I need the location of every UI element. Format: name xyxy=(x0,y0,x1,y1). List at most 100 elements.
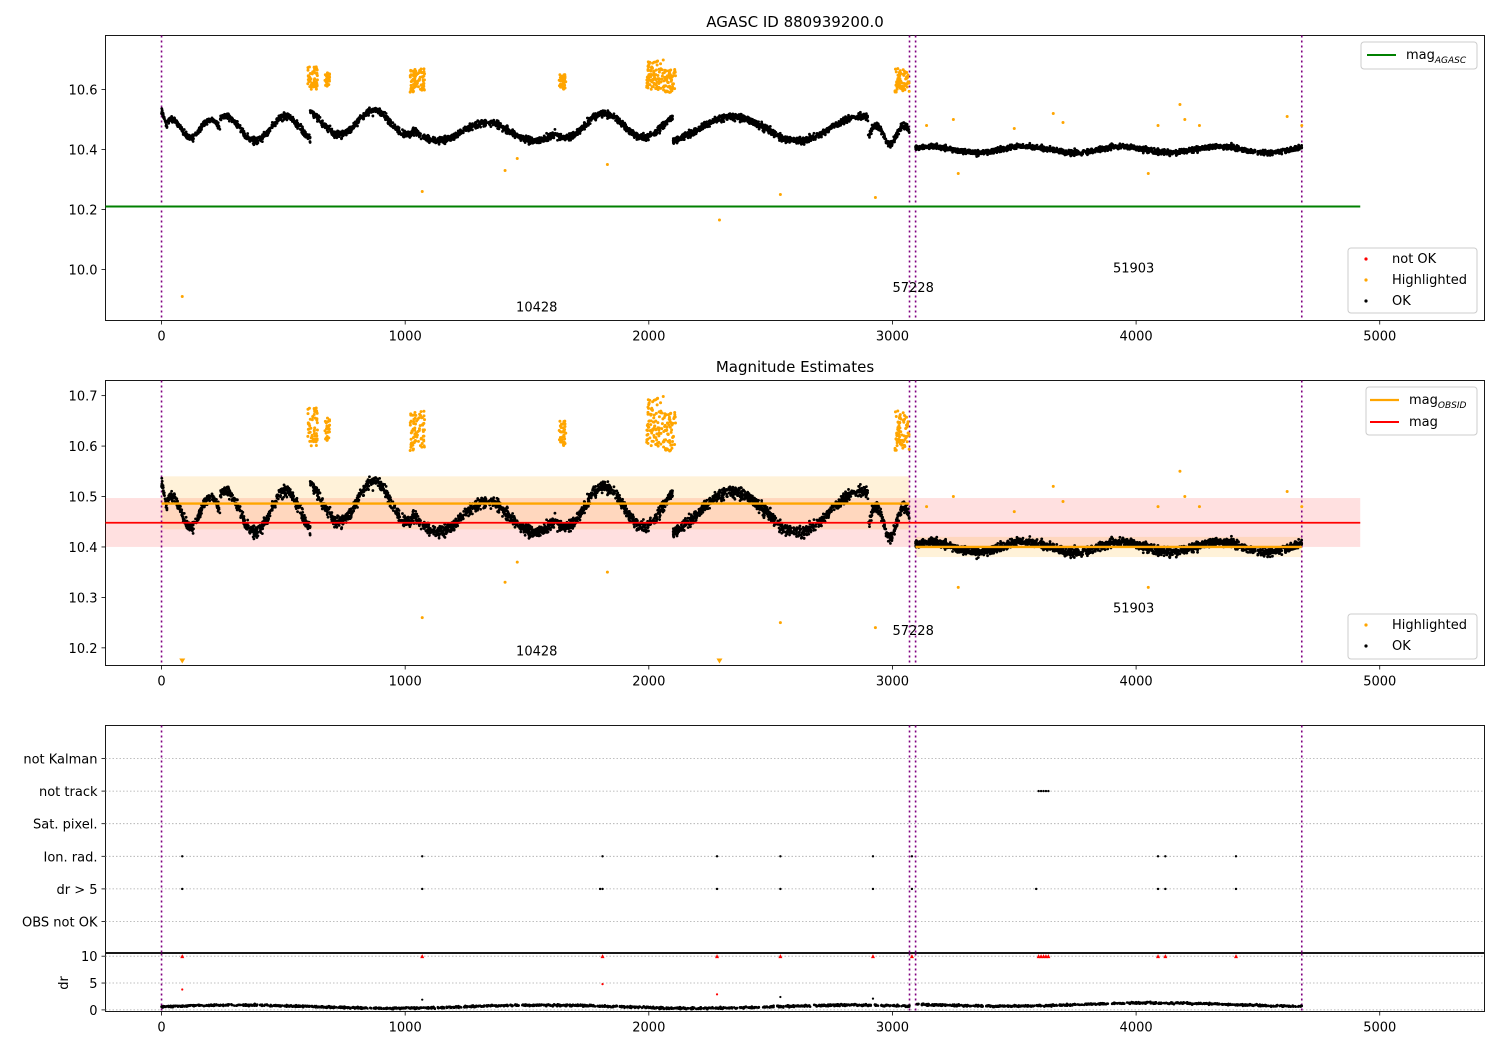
ok-point xyxy=(898,129,902,132)
ok-point xyxy=(741,119,745,123)
ok-point xyxy=(190,138,194,142)
ok-point xyxy=(739,116,743,120)
ok-point xyxy=(239,130,243,134)
ok-point xyxy=(496,127,500,131)
ok-point xyxy=(415,132,419,136)
ok-point xyxy=(542,136,546,140)
ok-point xyxy=(326,130,330,134)
ok-point xyxy=(288,114,291,118)
ok-point xyxy=(335,130,339,134)
ok-point xyxy=(746,120,750,124)
ok-point xyxy=(290,116,294,120)
ok-point xyxy=(608,111,612,115)
ok-point xyxy=(665,122,669,126)
ok-point xyxy=(184,130,188,134)
ok-point xyxy=(501,126,505,129)
ok-point xyxy=(863,116,867,119)
ok-point xyxy=(180,129,184,132)
ok-point xyxy=(381,111,384,115)
ok-point xyxy=(525,135,529,139)
ok-point xyxy=(456,135,459,139)
ok-point xyxy=(831,124,834,128)
ok-point xyxy=(603,109,606,113)
ok-point xyxy=(491,123,495,127)
ok-point xyxy=(556,133,560,137)
ok-point xyxy=(580,124,584,128)
ok-point xyxy=(712,118,716,122)
ok-point xyxy=(191,134,195,138)
ok-point xyxy=(850,115,854,119)
ok-point xyxy=(768,130,772,134)
ok-point xyxy=(669,119,673,123)
ok-point xyxy=(628,128,632,131)
ok-point xyxy=(400,132,403,136)
ok-point xyxy=(464,126,468,130)
ok-point xyxy=(575,128,579,132)
ok-point xyxy=(246,134,249,138)
ok-point xyxy=(205,122,209,126)
ok-point xyxy=(417,133,421,137)
ok-point xyxy=(478,123,482,127)
ok-point xyxy=(607,114,611,118)
ok-point xyxy=(474,121,478,124)
ok-point xyxy=(298,124,302,128)
ok-point xyxy=(394,127,398,130)
ok-point xyxy=(888,145,892,149)
ok-point xyxy=(170,116,173,120)
ok-point xyxy=(452,137,456,141)
ok-point xyxy=(857,112,861,115)
ok-point xyxy=(821,128,825,132)
ok-point xyxy=(202,124,206,128)
ok-point xyxy=(776,134,779,138)
ok-point xyxy=(640,138,644,141)
ok-point xyxy=(814,134,818,138)
ok-point xyxy=(385,115,389,118)
ok-point xyxy=(261,135,265,139)
ok-point xyxy=(556,138,559,142)
ok-point xyxy=(468,124,471,128)
ok-point xyxy=(699,125,702,129)
ok-point xyxy=(246,132,250,135)
ok-point xyxy=(837,121,841,125)
ok-point xyxy=(619,122,623,126)
ok-point xyxy=(416,129,420,133)
ok-point xyxy=(373,109,377,113)
ok-point xyxy=(904,122,908,126)
ok-point xyxy=(583,127,586,131)
ok-point xyxy=(351,126,355,130)
ok-point xyxy=(1196,151,1199,155)
ok-point xyxy=(264,132,268,135)
ok-point xyxy=(242,131,246,135)
panel1-title: AGASC ID 880939200.0 xyxy=(706,13,884,31)
ok-point xyxy=(507,128,511,132)
ok-point xyxy=(401,128,404,132)
ok-point xyxy=(203,121,206,125)
ok-point xyxy=(673,139,677,143)
ok-point xyxy=(755,121,758,125)
ok-point xyxy=(553,128,557,131)
ok-point xyxy=(376,109,380,113)
ok-point xyxy=(229,117,233,121)
ok-point xyxy=(691,131,695,135)
ok-point xyxy=(369,110,373,114)
ok-point xyxy=(853,116,857,120)
ok-point xyxy=(163,117,166,121)
ok-point xyxy=(281,115,285,119)
ok-point xyxy=(224,115,228,119)
ok-point xyxy=(706,122,710,126)
ok-point xyxy=(278,114,282,117)
ok-point xyxy=(529,141,533,145)
ok-point xyxy=(322,122,326,126)
ok-point xyxy=(823,133,827,137)
ok-point xyxy=(496,122,500,126)
ok-point xyxy=(308,141,312,144)
ok-point xyxy=(171,120,174,124)
ok-point xyxy=(587,122,591,126)
ok-point xyxy=(260,140,264,143)
ok-point xyxy=(808,132,811,136)
ok-point xyxy=(825,126,829,130)
ok-point xyxy=(686,132,690,136)
ok-point xyxy=(893,137,897,141)
ok-point xyxy=(344,133,348,137)
